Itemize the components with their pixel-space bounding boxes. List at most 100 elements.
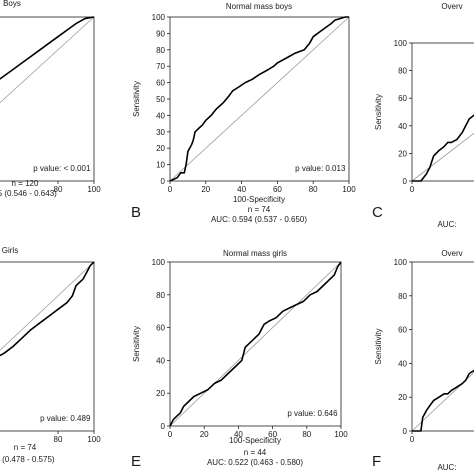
x-tick-label: 40 xyxy=(237,185,246,194)
x-tick-label: 40 xyxy=(234,430,243,439)
y-tick-label: 20 xyxy=(398,393,407,402)
panel-title: Girls xyxy=(2,246,18,255)
x-tick-label: 100 xyxy=(334,430,348,439)
x-tick-label: 20 xyxy=(200,430,209,439)
caption-line: n = 74 xyxy=(248,205,271,214)
y-tick-label: 10 xyxy=(156,161,165,170)
y-tick-label: 60 xyxy=(398,94,407,103)
x-tick-label: 80 xyxy=(54,185,63,194)
plot-frame xyxy=(0,16,95,182)
p-value-annotation: p value: 0.646 xyxy=(287,409,338,418)
y-axis-label: Sensitivity xyxy=(374,94,383,130)
y-tick-label: 80 xyxy=(398,67,407,76)
y-tick-label: 0 xyxy=(403,427,408,436)
roc-curve xyxy=(412,369,474,432)
plot-frame xyxy=(0,261,95,432)
x-tick-label: 60 xyxy=(273,185,282,194)
p-value-annotation: p value: 0.013 xyxy=(295,164,346,173)
y-tick-label: 0 xyxy=(403,177,408,186)
panel-letter: C xyxy=(372,204,383,221)
y-tick-label: 0 xyxy=(161,177,166,186)
x-tick-label: 100 xyxy=(87,185,101,194)
y-tick-label: 20 xyxy=(156,389,165,398)
panel-title: Normal mass boys xyxy=(226,2,292,11)
y-tick-label: 50 xyxy=(156,95,165,104)
plot-frame xyxy=(169,261,342,427)
roc-curve xyxy=(169,261,342,427)
panel-title: Overv xyxy=(441,2,462,11)
y-tick-label: 100 xyxy=(152,13,166,22)
y-tick-label: 0 xyxy=(161,422,166,431)
roc-curve xyxy=(412,114,474,182)
panel-letter: F xyxy=(372,453,381,470)
y-tick-label: 20 xyxy=(156,144,165,153)
panel-title: Normal mass girls xyxy=(223,249,287,258)
reference-diagonal xyxy=(0,16,95,104)
caption-line: 95 (0.546 - 0.643) xyxy=(0,189,57,198)
y-tick-label: 40 xyxy=(156,356,165,365)
caption-line: n = 44 xyxy=(244,448,267,457)
x-tick-label: 0 xyxy=(168,185,173,194)
y-tick-label: 80 xyxy=(398,292,407,301)
panel-letter: E xyxy=(131,453,141,470)
reference-diagonal xyxy=(0,261,95,351)
y-tick-label: 60 xyxy=(156,324,165,333)
y-tick-label: 100 xyxy=(394,258,408,267)
reference-diagonal xyxy=(411,371,474,432)
caption-line: 100-Specificity xyxy=(229,436,281,445)
y-tick-label: 30 xyxy=(156,128,165,137)
y-axis-label: Sensitivity xyxy=(374,328,383,364)
x-tick-label: 20 xyxy=(201,185,210,194)
y-tick-label: 80 xyxy=(156,291,165,300)
roc-curve xyxy=(169,16,349,182)
roc-panel-e: 0 20 40 60 80 100 0 20 40 60 80 100 Sensitivity Norma… xyxy=(131,249,348,470)
y-tick-label: 40 xyxy=(398,122,407,131)
y-tick-label: 40 xyxy=(156,111,165,120)
x-tick-label: 100 xyxy=(87,435,101,444)
caption-line: 5 (0.478 - 0.575) xyxy=(0,455,55,464)
reference-diagonal xyxy=(169,16,350,182)
caption-line: AUC: 0.522 (0.463 - 0.580) xyxy=(207,458,303,467)
roc-panel-d: 80 100 Girls p value: 0.489 n = 74 5 (0.478 -… xyxy=(0,246,101,464)
p-value-annotation: p value: < 0.001 xyxy=(33,164,91,173)
p-value-annotation: p value: 0.489 xyxy=(40,414,91,423)
panel-title: Boys xyxy=(3,0,21,8)
y-tick-label: 60 xyxy=(156,79,165,88)
caption-line: n = 120 xyxy=(12,179,39,188)
roc-curve xyxy=(0,16,95,80)
x-tick-label: 80 xyxy=(302,430,311,439)
x-tick-label: 0 xyxy=(168,430,173,439)
x-tick-label: 80 xyxy=(309,185,318,194)
roc-panel-a: 80 100 Boys p value: < 0.001 n = 12095 (0.54… xyxy=(0,0,101,198)
roc-panel-c: 00 20 40 60 80 100 Sensitivity Overv AUC: C xyxy=(372,2,474,229)
caption-line: 100-Specificity xyxy=(233,195,285,204)
x-tick-label: 60 xyxy=(268,430,277,439)
caption-line: AUC: xyxy=(437,463,456,472)
y-tick-label: 100 xyxy=(152,258,166,267)
reference-diagonal xyxy=(411,132,474,182)
y-tick-label: 100 xyxy=(394,39,408,48)
y-tick-label: 70 xyxy=(156,62,165,71)
y-tick-label: 90 xyxy=(156,29,165,38)
panel-title: Overv xyxy=(441,249,462,258)
plot-frame xyxy=(411,42,474,182)
y-tick-label: 80 xyxy=(156,46,165,55)
roc-curve xyxy=(0,261,95,357)
x-tick-label: 100 xyxy=(342,185,356,194)
y-axis-label: Sensitivity xyxy=(132,326,141,362)
x-tick-label: 80 xyxy=(54,435,63,444)
x-tick-label: 0 xyxy=(410,185,415,194)
y-tick-label: 60 xyxy=(398,326,407,335)
y-axis-label: Sensitivity xyxy=(132,81,141,117)
x-tick-label: 0 xyxy=(410,435,415,444)
y-tick-label: 20 xyxy=(398,149,407,158)
y-tick-label: 40 xyxy=(398,359,407,368)
panel-letter: B xyxy=(131,204,141,221)
caption-line: AUC: 0.594 (0.537 - 0.650) xyxy=(211,215,307,224)
reference-diagonal xyxy=(169,261,342,427)
plot-frame xyxy=(411,261,474,432)
caption-line: n = 74 xyxy=(14,443,37,452)
roc-panel-b: 0 20 40 60 80 100 0 10 20 30 40 50 60 70 80 90 100 Sensit… xyxy=(131,2,356,224)
roc-panel-f: 00 20 40 60 80 100 Sensitivity Overv AUC: F xyxy=(372,249,474,472)
